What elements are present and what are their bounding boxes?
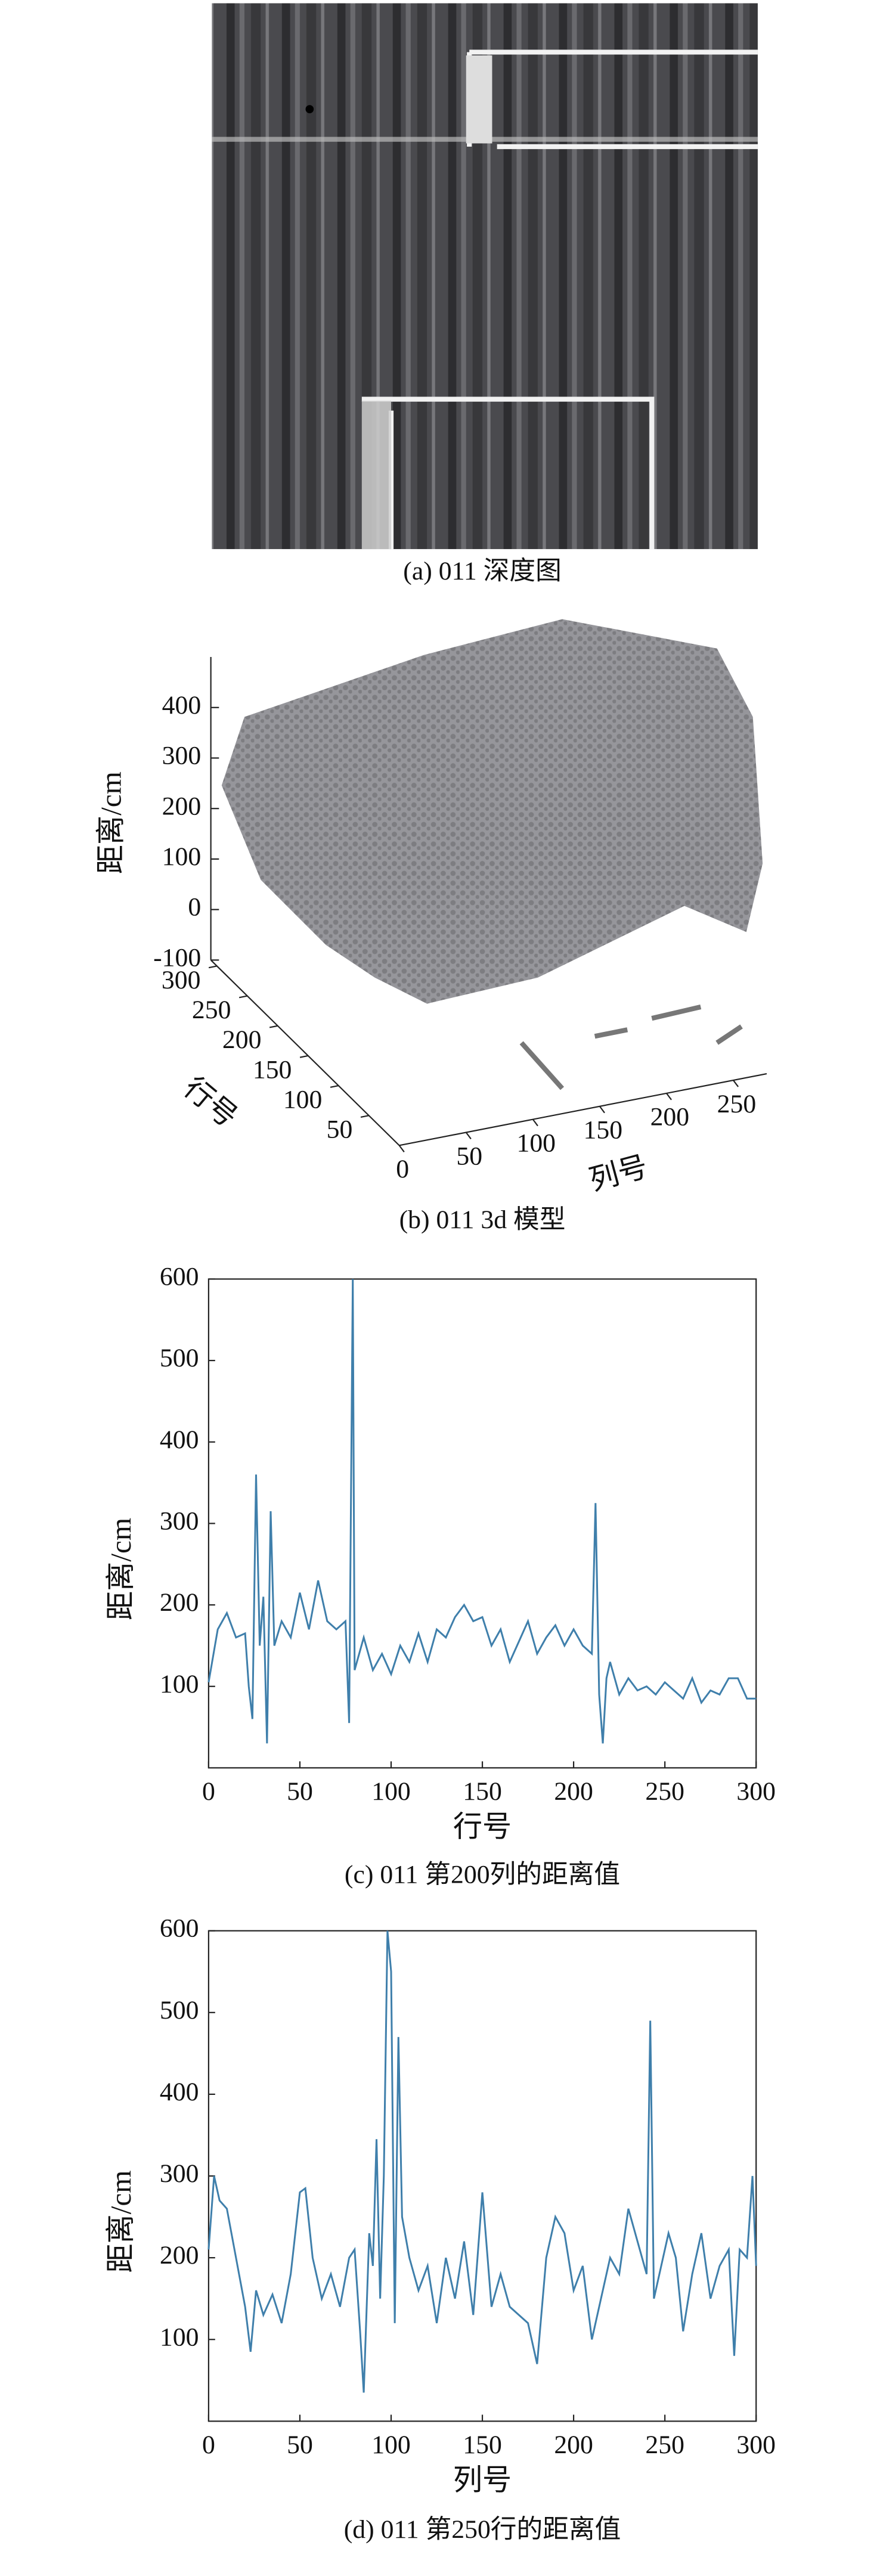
x-tick-label: 300 <box>736 2431 776 2459</box>
plot-frame <box>207 1930 757 2422</box>
y-tick <box>330 1084 339 1088</box>
x-tick-label: 0 <box>202 2431 215 2459</box>
z-tick-label: 400 <box>162 691 202 720</box>
x-tick <box>733 1080 739 1087</box>
z-tick-label: -100 <box>153 943 201 972</box>
y-tick-label: 300 <box>160 2159 199 2188</box>
y-tick-label: 400 <box>160 2078 199 2106</box>
y-tick-label: 200 <box>222 1025 262 1054</box>
data-line <box>207 1930 757 2393</box>
x-tick-label: 100 <box>516 1129 556 1157</box>
y-tick-label: 200 <box>160 1588 199 1617</box>
caption: (c) 011 第200列的距离值 <box>345 1861 620 1889</box>
y-tick <box>299 1055 308 1058</box>
caption: (a) 011 深度图 <box>403 557 562 585</box>
y-tick-label: 100 <box>283 1085 323 1114</box>
point-cloud <box>221 619 763 1090</box>
x-tick-label: 200 <box>554 2431 593 2459</box>
x-tick-label: 50 <box>287 1777 313 1806</box>
y-tick-label: 400 <box>160 1425 199 1454</box>
axis-line <box>399 1073 767 1146</box>
x-tick-label: 150 <box>463 1777 502 1806</box>
y-tick-label: 600 <box>160 1262 199 1291</box>
y-tick <box>360 1115 369 1118</box>
x-tick-label: 100 <box>371 1777 411 1806</box>
plot-frame <box>207 1278 757 1769</box>
x-tick <box>398 1145 405 1152</box>
x-tick-label: 50 <box>287 2431 313 2459</box>
y-tick-label: 250 <box>192 996 231 1024</box>
y-tick-label: 150 <box>253 1055 292 1084</box>
x-tick-label: 50 <box>456 1142 482 1170</box>
x-tick-label: 150 <box>463 2431 502 2459</box>
z-axis-label: 距离/cm <box>95 771 128 874</box>
y-axis-label: 行号 <box>178 1071 244 1133</box>
x-axis-label: 列号 <box>453 2463 512 2496</box>
y-tick <box>238 995 248 999</box>
y-tick-label: 100 <box>160 2323 199 2351</box>
z-tick-label: 100 <box>162 842 202 871</box>
caption: (d) 011 第250行的距离值 <box>344 2515 621 2544</box>
x-tick <box>666 1093 672 1101</box>
z-tick-label: 300 <box>162 742 202 770</box>
x-tick-label: 250 <box>645 2431 684 2459</box>
y-tick-label: 200 <box>160 2241 199 2270</box>
z-tick-label: 0 <box>188 893 201 922</box>
data-line <box>207 1279 757 1744</box>
x-tick-label: 200 <box>554 1777 593 1806</box>
y-axis-label: 距离/cm <box>104 1518 137 1620</box>
x-tick-label: 250 <box>717 1090 757 1118</box>
depth-image <box>212 3 758 550</box>
x-tick-label: 200 <box>650 1103 690 1132</box>
y-tick-label: 50 <box>327 1115 353 1144</box>
x-tick-label: 0 <box>396 1155 409 1183</box>
x-tick-label: 250 <box>645 1777 684 1806</box>
x-tick-label: 100 <box>371 2431 411 2459</box>
y-tick-label: 500 <box>160 1344 199 1372</box>
y-tick <box>208 965 218 969</box>
x-tick-label: 150 <box>584 1116 623 1145</box>
y-tick-label: 600 <box>160 1914 199 1943</box>
z-tick-label: 200 <box>162 792 202 820</box>
y-tick-label: 300 <box>162 966 201 994</box>
x-tick <box>599 1106 605 1114</box>
caption: (b) 011 3d 模型 <box>399 1205 566 1234</box>
y-tick-label: 500 <box>160 1996 199 2025</box>
x-tick-label: 300 <box>736 1777 776 1806</box>
x-axis-label: 行号 <box>453 1811 512 1843</box>
x-tick <box>532 1118 538 1127</box>
axis-line <box>210 959 400 1146</box>
x-tick-label: 0 <box>202 1777 215 1806</box>
y-tick-label: 300 <box>160 1506 199 1535</box>
y-tick <box>269 1025 278 1028</box>
x-axis-label: 列号 <box>586 1150 651 1197</box>
y-tick-label: 100 <box>160 1670 199 1698</box>
x-tick <box>465 1132 472 1140</box>
y-axis-label: 距离/cm <box>104 2170 137 2273</box>
